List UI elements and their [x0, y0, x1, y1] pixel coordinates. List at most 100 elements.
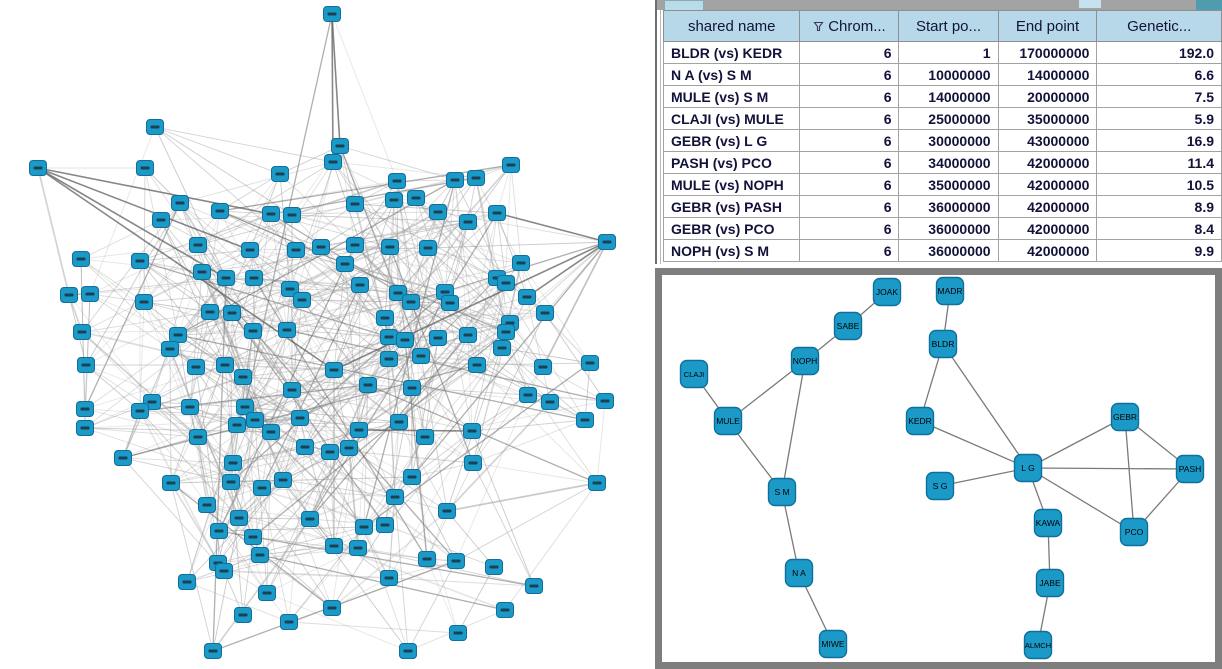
network-node[interactable] [293, 292, 311, 308]
network-node[interactable] [407, 190, 425, 206]
network-node[interactable] [223, 305, 241, 321]
subnetwork-node-SABE[interactable]: SABE [833, 311, 863, 341]
table-row[interactable]: GEBR (vs) PCO 6 36000000 42000000 8.4 [662, 217, 1222, 240]
column-header-1[interactable]: Chrom... [799, 10, 900, 42]
network-node[interactable] [181, 399, 199, 415]
network-node[interactable] [60, 287, 78, 303]
network-node[interactable] [262, 206, 280, 222]
network-node[interactable] [246, 412, 264, 428]
table-row[interactable]: CLAJI (vs) MULE 6 25000000 35000000 5.9 [662, 107, 1222, 130]
network-node[interactable] [325, 538, 343, 554]
network-node[interactable] [296, 439, 314, 455]
table-cell[interactable]: N A (vs) S M [662, 63, 801, 86]
network-node[interactable] [346, 196, 364, 212]
table-cell[interactable]: 192.0 [1096, 41, 1222, 64]
network-node[interactable] [386, 489, 404, 505]
table-cell[interactable]: 42000000 [997, 151, 1098, 174]
network-node[interactable] [502, 157, 520, 173]
table-cell[interactable]: MULE (vs) NOPH [662, 173, 801, 196]
network-node[interactable] [446, 172, 464, 188]
table-cell[interactable]: 8.9 [1096, 195, 1222, 218]
subnetwork-node-S-G[interactable]: S G [925, 471, 955, 501]
subnetwork-node-GEBR[interactable]: GEBR [1110, 402, 1140, 432]
network-node[interactable] [403, 380, 421, 396]
subnetwork-node-KAWA[interactable]: KAWA [1033, 508, 1063, 538]
network-node[interactable] [534, 359, 552, 375]
table-tab[interactable] [664, 0, 704, 10]
subnetwork-node-JABE[interactable]: JABE [1035, 568, 1065, 598]
table-cell[interactable]: 6.6 [1096, 63, 1222, 86]
subnetwork-node-S-M[interactable]: S M [767, 477, 797, 507]
table-cell[interactable]: MULE (vs) S M [662, 85, 801, 108]
table-cell[interactable]: 6 [799, 195, 900, 218]
network-node[interactable] [244, 529, 262, 545]
table-cell[interactable]: 8.4 [1096, 217, 1222, 240]
network-node[interactable] [271, 166, 289, 182]
network-node[interactable] [399, 643, 417, 659]
table-cell[interactable]: 35000000 [898, 173, 999, 196]
panel-corner-button[interactable] [1196, 0, 1222, 10]
network-node[interactable] [488, 205, 506, 221]
network-node[interactable] [291, 410, 309, 426]
subnetwork-node-PASH[interactable]: PASH [1175, 454, 1205, 484]
network-node[interactable] [198, 497, 216, 513]
network-node[interactable] [541, 394, 559, 410]
network-node[interactable] [331, 138, 349, 154]
network-node[interactable] [346, 237, 364, 253]
network-node[interactable] [72, 251, 90, 267]
table-row[interactable]: MULE (vs) NOPH 6 35000000 42000000 10.5 [662, 173, 1222, 196]
network-node[interactable] [588, 475, 606, 491]
table-cell[interactable]: 11.4 [1096, 151, 1222, 174]
network-node[interactable] [380, 329, 398, 345]
table-cell[interactable]: 42000000 [997, 195, 1098, 218]
network-node[interactable] [449, 625, 467, 641]
network-node[interactable] [146, 119, 164, 135]
subnetwork-node-N-A[interactable]: N A [784, 558, 814, 588]
network-node[interactable] [76, 401, 94, 417]
subnetwork-node-ALMCH[interactable]: ALMCH [1023, 630, 1053, 660]
table-row[interactable]: PASH (vs) PCO 6 34000000 42000000 11.4 [662, 151, 1222, 174]
network-node[interactable] [258, 585, 276, 601]
table-row[interactable]: GEBR (vs) PASH 6 36000000 42000000 8.9 [662, 195, 1222, 218]
network-node[interactable] [390, 414, 408, 430]
network-node[interactable] [429, 204, 447, 220]
table-cell[interactable]: 7.5 [1096, 85, 1222, 108]
network-node[interactable] [162, 475, 180, 491]
network-node[interactable] [441, 295, 459, 311]
network-node[interactable] [187, 359, 205, 375]
network-node[interactable] [380, 570, 398, 586]
subnetwork-view[interactable]: JOAK MADR SABE NOPH CLAJI BLDR MULE KEDR GEBR L G… [662, 275, 1215, 662]
network-node[interactable] [355, 519, 373, 535]
network-node[interactable] [29, 160, 47, 176]
table-cell[interactable]: BLDR (vs) KEDR [662, 41, 801, 64]
table-cell[interactable]: 43000000 [997, 129, 1098, 152]
table-cell[interactable]: PASH (vs) PCO [662, 151, 801, 174]
table-row[interactable]: MULE (vs) S M 6 14000000 20000000 7.5 [662, 85, 1222, 108]
network-node[interactable] [518, 289, 536, 305]
table-cell[interactable]: 10000000 [898, 63, 999, 86]
network-node[interactable] [287, 242, 305, 258]
network-node[interactable] [418, 551, 436, 567]
network-node[interactable] [211, 203, 229, 219]
network-node[interactable] [340, 440, 358, 456]
subnetwork-node-MADR[interactable]: MADR [935, 276, 965, 306]
network-node[interactable] [596, 393, 614, 409]
table-cell[interactable]: 5.9 [1096, 107, 1222, 130]
network-node[interactable] [468, 357, 486, 373]
table-cell[interactable]: CLAJI (vs) MULE [662, 107, 801, 130]
network-node[interactable] [161, 341, 179, 357]
subnetwork-node-MIWE[interactable]: MIWE [818, 629, 848, 659]
network-node[interactable] [217, 270, 235, 286]
table-cell[interactable]: 6 [799, 107, 900, 130]
network-node[interactable] [193, 264, 211, 280]
network-node[interactable] [323, 6, 341, 22]
network-node[interactable] [283, 382, 301, 398]
table-cell[interactable]: NOPH (vs) S M [662, 239, 801, 262]
network-node[interactable] [493, 340, 511, 356]
network-node[interactable] [216, 357, 234, 373]
network-node[interactable] [497, 275, 515, 291]
network-node[interactable] [438, 503, 456, 519]
network-node[interactable] [234, 607, 252, 623]
table-cell[interactable]: 25000000 [898, 107, 999, 130]
column-header-2[interactable]: Start po... [898, 10, 999, 42]
